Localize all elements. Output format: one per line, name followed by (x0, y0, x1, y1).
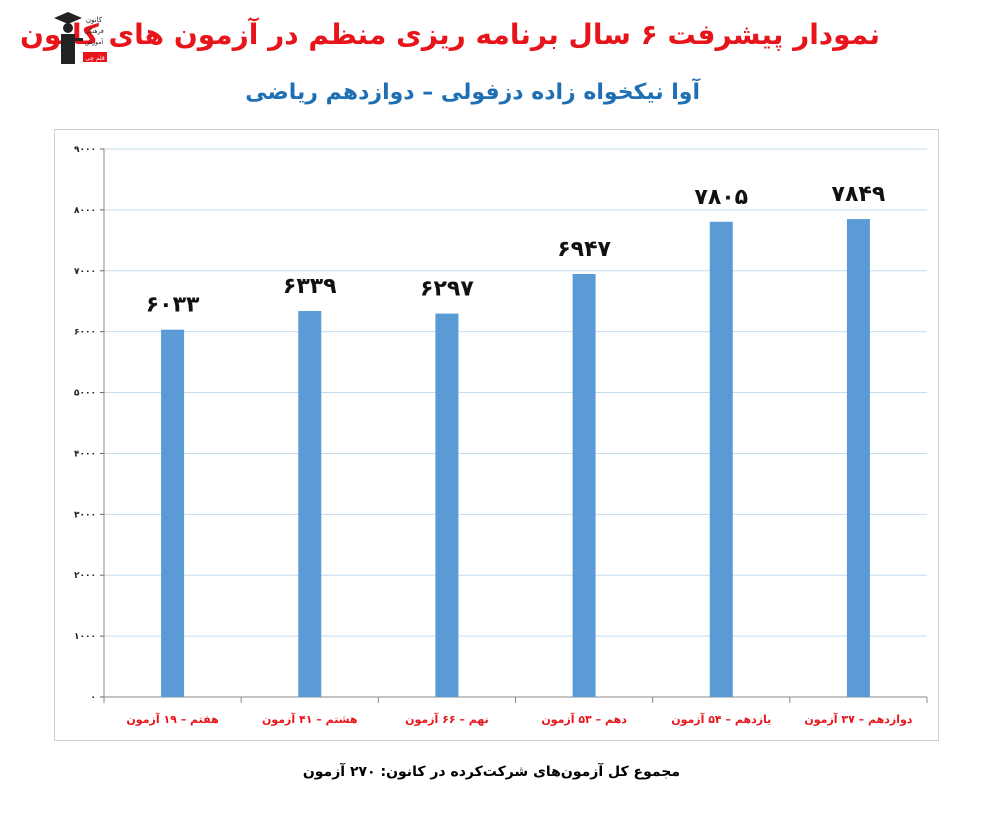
bar-value-label: ۶۹۴۷ (557, 237, 611, 262)
chart-area: ۰ ۱۰۰۰ ۲۰۰۰ ۳۰۰۰ ۴۰۰۰ ۵۰۰۰ ۶۰۰۰ ۷۰۰۰ ۸۰۰۰ ۹۰۰۰ ۶۰… (54, 129, 939, 741)
chart-subtitle: آوا نیکخواه زاده دزفولی – دوازدهم ریاضی (245, 80, 700, 105)
y-tick-label: ۱۰۰۰ (74, 632, 96, 642)
logo-text-line-4: قلم چی (85, 55, 105, 62)
footer-total-exams: مجموع کل آزمون‌های شرکت‌کرده در کانون: ۲… (302, 764, 680, 780)
bar (709, 221, 733, 698)
y-tick-label: ۳۰۰۰ (74, 510, 96, 520)
bar-value-label: ۷۸۴۹ (832, 182, 886, 207)
y-tick-label: ۶۰۰۰ (74, 328, 96, 338)
x-category-label: یازدهم – ۵۴ آزمون (671, 712, 771, 726)
y-tick-label: ۰ (91, 693, 97, 703)
axes: ۰ ۱۰۰۰ ۲۰۰۰ ۳۰۰۰ ۴۰۰۰ ۵۰۰۰ ۶۰۰۰ ۷۰۰۰ ۸۰۰۰ ۹۰۰۰ (74, 145, 928, 703)
bar-value-label: ۶۲۹۷ (420, 277, 474, 302)
y-tick-label: ۵۰۰۰ (74, 389, 96, 399)
y-tick-label: ۲۰۰۰ (74, 571, 96, 581)
x-category-label: هفتم – ۱۹ آزمون (126, 712, 218, 726)
labels: ۶۰۳۳ هفتم – ۱۹ آزمون ۶۳۳۹ هشتم – ۴۱ آزمون ۶۲… (126, 182, 912, 726)
logo-text-line-3: آموزش (85, 37, 104, 46)
y-tick-label: ۴۰۰۰ (74, 449, 96, 459)
bar (846, 219, 870, 697)
bar-chart: ۰ ۱۰۰۰ ۲۰۰۰ ۳۰۰۰ ۴۰۰۰ ۵۰۰۰ ۶۰۰۰ ۷۰۰۰ ۸۰۰۰ ۹۰۰۰ ۶۰… (74, 145, 928, 726)
bar (161, 329, 185, 697)
bar-value-label: ۶۰۳۳ (146, 293, 200, 318)
bar (298, 311, 322, 697)
bar-value-label: ۶۳۳۹ (283, 274, 337, 299)
x-category-label: نهم – ۶۶ آزمون (405, 712, 489, 726)
y-tick-label: ۷۰۰۰ (74, 267, 96, 277)
bar (572, 274, 596, 697)
gridlines (104, 148, 927, 637)
logo-text-line-1: کانون (86, 16, 103, 24)
bar-value-label: ۷۸۰۵ (694, 185, 748, 210)
y-tick-label: ۹۰۰۰ (74, 145, 96, 155)
logo-text-line-2: فرهنگی (84, 27, 104, 35)
x-category-label: دوازدهم – ۳۷ آزمون (804, 712, 912, 726)
y-tick-label: ۸۰۰۰ (74, 206, 96, 216)
kanoon-logo: کانون فرهنگی آموزش قلم چی (48, 8, 110, 74)
x-category-label: دهم – ۵۳ آزمون (541, 712, 627, 726)
bar (435, 313, 459, 697)
x-category-label: هشتم – ۴۱ آزمون (262, 712, 358, 726)
chart-title: نمودار پیشرفت ۶ سال برنامه ریزی منظم در … (19, 18, 880, 51)
bars (161, 219, 870, 698)
